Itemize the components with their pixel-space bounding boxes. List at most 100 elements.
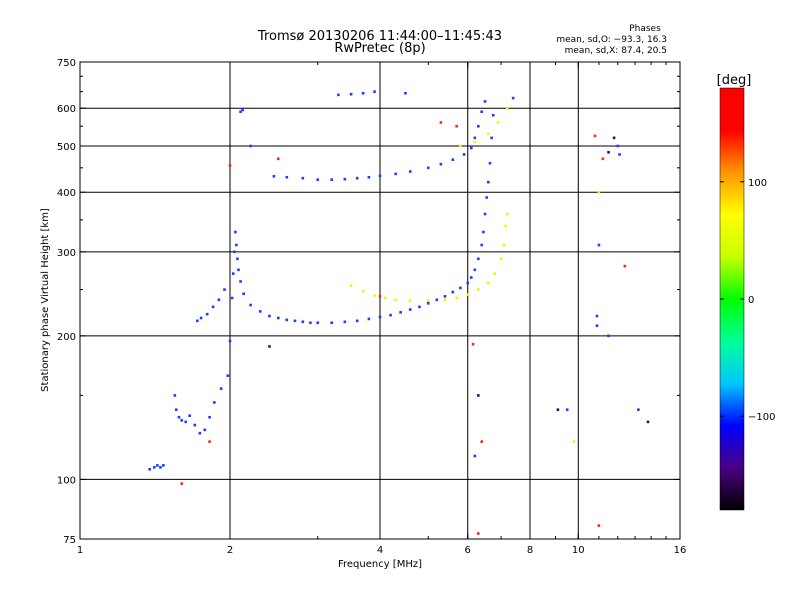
- data-point: [217, 298, 221, 302]
- grid-lines: [80, 62, 680, 539]
- data-point: [597, 190, 601, 194]
- data-point: [477, 288, 480, 291]
- data-point: [373, 294, 376, 297]
- data-point: [480, 110, 484, 114]
- data-point: [208, 440, 211, 443]
- data-point: [237, 268, 240, 272]
- data-point: [601, 157, 605, 161]
- colorbar-ticks: 100 0 −100: [720, 178, 775, 423]
- data-point: [293, 319, 297, 323]
- data-point: [309, 321, 312, 325]
- data-point: [199, 316, 203, 320]
- data-point: [511, 96, 515, 100]
- data-point: [276, 157, 280, 161]
- data-point: [487, 180, 490, 184]
- y-tick-label: 500: [57, 142, 76, 153]
- data-point: [276, 316, 280, 320]
- data-point: [394, 298, 397, 302]
- data-point: [470, 146, 473, 150]
- data-point: [193, 423, 197, 427]
- data-point: [470, 276, 473, 279]
- data-point: [477, 394, 480, 397]
- data-point: [612, 136, 616, 140]
- data-point: [156, 464, 159, 467]
- data-point: [258, 310, 262, 313]
- data-point: [459, 144, 462, 148]
- data-point: [466, 281, 470, 285]
- data-point: [572, 440, 576, 443]
- data-point: [485, 196, 489, 199]
- data-point: [236, 257, 239, 261]
- x-tick-label: 10: [572, 545, 585, 556]
- data-point: [505, 212, 509, 216]
- data-point: [316, 321, 320, 325]
- data-point: [483, 212, 487, 216]
- data-point: [301, 320, 305, 324]
- data-point: [459, 286, 462, 290]
- data-point: [466, 293, 470, 296]
- phase-stats-o: mean, sd,O: −93.3, 16.3: [556, 35, 667, 45]
- data-point: [268, 345, 271, 348]
- data-point: [487, 281, 490, 285]
- data-points: [148, 90, 650, 535]
- data-point: [404, 91, 407, 95]
- data-point: [646, 420, 650, 424]
- data-point: [439, 162, 443, 166]
- data-point: [505, 106, 509, 110]
- y-tick-label: 600: [57, 104, 76, 115]
- data-point: [239, 280, 242, 283]
- data-point: [228, 164, 232, 167]
- data-point: [173, 394, 177, 397]
- data-point: [451, 158, 455, 161]
- data-point: [212, 401, 216, 404]
- data-point: [473, 136, 477, 140]
- data-point: [488, 161, 492, 165]
- data-point: [337, 93, 340, 97]
- data-point: [408, 308, 412, 311]
- data-point: [162, 464, 165, 467]
- data-point: [607, 151, 610, 154]
- data-point: [502, 243, 506, 247]
- x-tick-label: 1: [77, 545, 83, 556]
- data-point: [477, 124, 480, 128]
- data-point: [408, 170, 412, 173]
- data-point: [471, 342, 475, 346]
- data-point: [373, 90, 376, 93]
- data-point: [637, 408, 640, 412]
- chart-title-line2: RwPretec (8p): [334, 41, 425, 56]
- data-point: [367, 317, 371, 321]
- x-tick-label: 2: [227, 545, 233, 556]
- data-point: [235, 243, 238, 247]
- data-point: [196, 319, 199, 323]
- data-point: [435, 298, 439, 302]
- data-point: [343, 320, 347, 324]
- data-point: [597, 524, 601, 527]
- data-point: [301, 176, 305, 180]
- data-point: [480, 243, 484, 247]
- data-point: [496, 121, 500, 124]
- data-point: [426, 301, 430, 305]
- data-point: [455, 296, 458, 300]
- data-point: [249, 144, 252, 148]
- data-point: [180, 482, 184, 485]
- data-point: [242, 292, 245, 296]
- y-tick-label: 400: [57, 188, 76, 199]
- y-tick-label: 750: [57, 58, 76, 69]
- data-point: [593, 134, 597, 138]
- data-point: [378, 315, 382, 319]
- data-point: [565, 408, 569, 412]
- data-point: [148, 467, 152, 471]
- data-point: [159, 466, 162, 469]
- data-point: [389, 313, 392, 317]
- y-axis-label: Stationary phase Virtual Height [km]: [40, 208, 51, 392]
- data-point: [455, 124, 458, 128]
- data-point: [480, 440, 484, 443]
- x-axis-label: Frequency [MHz]: [338, 559, 422, 570]
- data-point: [361, 91, 365, 95]
- x-tick-label: 16: [674, 545, 687, 556]
- colorbar-tick-label: −100: [748, 412, 775, 423]
- data-point: [473, 268, 477, 272]
- data-point: [473, 454, 477, 458]
- data-point: [330, 178, 334, 181]
- data-point: [607, 334, 610, 338]
